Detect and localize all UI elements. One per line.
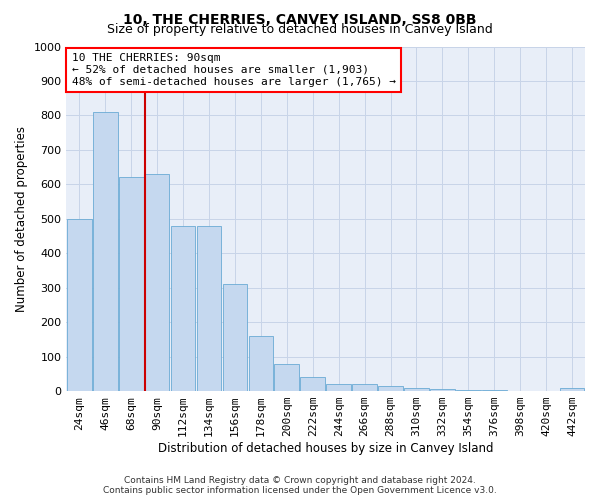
Text: Size of property relative to detached houses in Canvey Island: Size of property relative to detached ho… bbox=[107, 22, 493, 36]
Bar bbox=[93, 112, 118, 391]
Y-axis label: Number of detached properties: Number of detached properties bbox=[15, 126, 28, 312]
Bar bbox=[404, 388, 429, 391]
Bar bbox=[248, 336, 273, 391]
Bar bbox=[301, 376, 325, 391]
Text: Contains HM Land Registry data © Crown copyright and database right 2024.
Contai: Contains HM Land Registry data © Crown c… bbox=[103, 476, 497, 495]
Bar bbox=[456, 390, 481, 391]
X-axis label: Distribution of detached houses by size in Canvey Island: Distribution of detached houses by size … bbox=[158, 442, 493, 455]
Bar bbox=[197, 226, 221, 391]
Bar bbox=[378, 386, 403, 391]
Bar bbox=[326, 384, 351, 391]
Bar bbox=[560, 388, 584, 391]
Text: 10, THE CHERRIES, CANVEY ISLAND, SS8 0BB: 10, THE CHERRIES, CANVEY ISLAND, SS8 0BB bbox=[123, 12, 477, 26]
Bar bbox=[67, 219, 92, 391]
Bar bbox=[223, 284, 247, 391]
Bar bbox=[171, 226, 196, 391]
Bar bbox=[482, 390, 506, 391]
Text: 10 THE CHERRIES: 90sqm
← 52% of detached houses are smaller (1,903)
48% of semi-: 10 THE CHERRIES: 90sqm ← 52% of detached… bbox=[71, 54, 395, 86]
Bar bbox=[430, 390, 455, 391]
Bar bbox=[145, 174, 169, 391]
Bar bbox=[119, 178, 143, 391]
Bar bbox=[352, 384, 377, 391]
Bar bbox=[274, 364, 299, 391]
